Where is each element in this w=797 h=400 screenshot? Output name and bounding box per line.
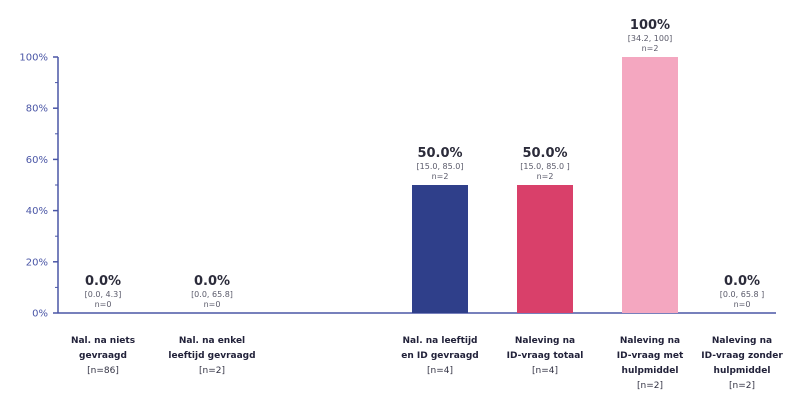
category-label: hulpmiddel xyxy=(622,366,679,376)
bars xyxy=(412,57,678,313)
y-tick-label: 100% xyxy=(19,53,48,64)
value-label: 50.0% xyxy=(417,146,462,161)
n-label: n=2 xyxy=(537,172,554,181)
y-tick-label: 80% xyxy=(26,104,48,115)
ci-label: [0.0, 4.3] xyxy=(85,290,122,299)
ci-label: [0.0, 65.8 ] xyxy=(720,290,764,299)
ci-label: [15.0, 85.0] xyxy=(417,162,464,171)
y-tick-label: 60% xyxy=(26,155,48,166)
value-label: 50.0% xyxy=(522,146,567,161)
category-label: Nal. na niets xyxy=(71,336,135,346)
category-label: Naleving na xyxy=(620,336,680,346)
n-label: n=0 xyxy=(204,300,221,309)
category-n-label: [n=2] xyxy=(637,381,663,391)
category-label: hulpmiddel xyxy=(714,366,771,376)
category-label: Nal. na leeftijd xyxy=(403,336,478,346)
category-label: en ID gevraagd xyxy=(401,351,478,361)
value-label: 0.0% xyxy=(85,274,121,289)
n-label: n=0 xyxy=(734,300,751,309)
category-n-label: [n=2] xyxy=(729,381,755,391)
y-tick-label: 20% xyxy=(26,257,48,268)
category-n-label: [n=4] xyxy=(532,366,558,376)
bar xyxy=(412,185,468,313)
n-label: n=0 xyxy=(95,300,112,309)
n-label: n=2 xyxy=(432,172,449,181)
ci-label: [15.0, 85.0 ] xyxy=(520,162,570,171)
category-label: Naleving na xyxy=(515,336,575,346)
category-label: ID-vraag zonder xyxy=(701,351,783,361)
category-label: leeftijd gevraagd xyxy=(168,351,255,361)
category-n-label: [n=2] xyxy=(199,366,225,376)
y-tick-label: 40% xyxy=(26,206,48,217)
category-n-label: [n=86] xyxy=(87,366,119,376)
value-label: 100% xyxy=(630,18,670,33)
category-label: Nal. na enkel xyxy=(179,336,245,346)
bar xyxy=(622,57,678,313)
ci-label: [0.0, 65.8] xyxy=(191,290,233,299)
category-label: ID-vraag totaal xyxy=(507,351,584,361)
n-label: n=2 xyxy=(642,44,659,53)
category-label: Naleving na xyxy=(712,336,772,346)
ci-label: [34.2, 100] xyxy=(628,34,672,43)
y-tick-label: 0% xyxy=(32,309,48,320)
value-label: 0.0% xyxy=(724,274,760,289)
category-n-label: [n=4] xyxy=(427,366,453,376)
category-label: gevraagd xyxy=(79,351,127,361)
value-label: 0.0% xyxy=(194,274,230,289)
category-label: ID-vraag met xyxy=(617,351,684,361)
bar xyxy=(517,185,573,313)
